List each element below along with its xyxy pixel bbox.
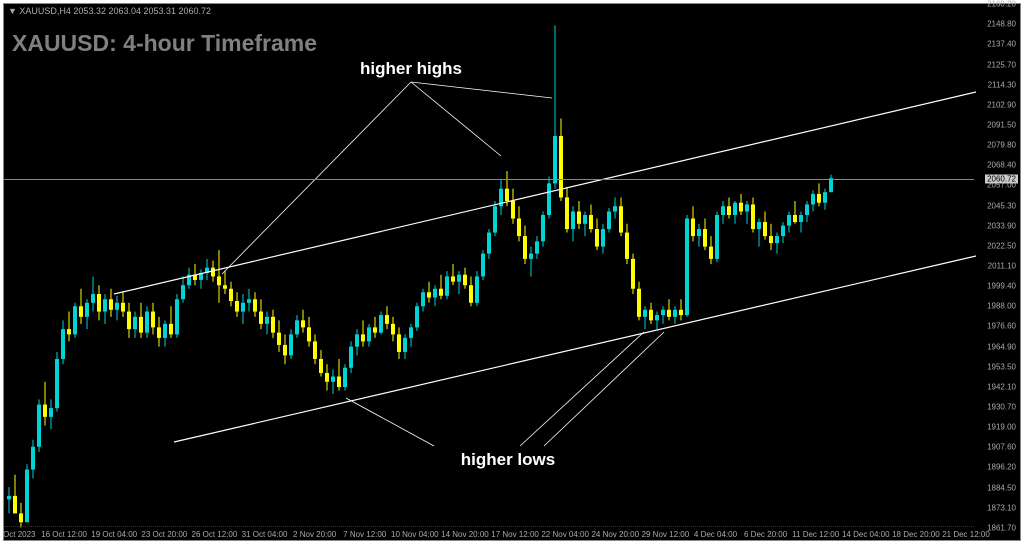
price-tick: 2022.50 [987, 241, 1016, 250]
price-tick: 2160.20 [987, 0, 1016, 9]
time-tick: 10 Nov 04:00 [391, 530, 439, 539]
price-tick: 1873.10 [987, 503, 1016, 512]
price-tick: 2011.10 [988, 261, 1016, 270]
higher-highs-annotation: higher highs [360, 59, 462, 79]
higher-lows-annotation: higher lows [461, 450, 555, 470]
price-tick: 1896.20 [987, 463, 1016, 472]
chart-container: ▼ XAUUSD,H4 2053.32 2063.04 2053.31 2060… [3, 3, 1021, 541]
price-tick: 1964.90 [987, 342, 1016, 351]
price-tick: 2079.80 [987, 141, 1016, 150]
time-tick: 2 Nov 20:00 [293, 530, 336, 539]
price-tick: 1930.70 [987, 402, 1016, 411]
price-tick: 2068.40 [987, 161, 1016, 170]
plot-area[interactable]: higher highs higher lows [4, 4, 974, 526]
price-tick: 2091.50 [987, 120, 1016, 129]
current-price-line [4, 179, 974, 180]
time-tick: 11 Oct 2023 [0, 530, 36, 539]
price-tick: 1884.50 [987, 483, 1016, 492]
price-tick: 2125.70 [987, 60, 1016, 69]
time-tick: 24 Nov 20:00 [591, 530, 639, 539]
price-tick: 1999.40 [987, 282, 1016, 291]
time-tick: 19 Oct 04:00 [91, 530, 137, 539]
price-tick: 2148.80 [987, 20, 1016, 29]
time-tick: 14 Dec 04:00 [842, 530, 890, 539]
price-tick: 1861.70 [987, 524, 1016, 533]
time-tick: 16 Oct 12:00 [41, 530, 87, 539]
time-tick: 14 Nov 20:00 [441, 530, 489, 539]
current-price-badge: 2060.72 [985, 174, 1018, 183]
time-tick: 18 Dec 20:00 [892, 530, 940, 539]
time-tick: 11 Dec 12:00 [792, 530, 839, 539]
price-tick: 1988.00 [987, 302, 1016, 311]
time-tick: 23 Oct 20:00 [141, 530, 187, 539]
price-tick: 2114.30 [988, 80, 1016, 89]
price-axis: 2160.202148.802137.402125.702114.302102.… [976, 4, 1018, 526]
price-tick: 1953.50 [987, 362, 1016, 371]
time-tick: 21 Dec 12:00 [942, 530, 990, 539]
time-tick: 31 Oct 04:00 [242, 530, 288, 539]
time-tick: 29 Nov 12:00 [642, 530, 690, 539]
price-tick: 2102.90 [987, 100, 1016, 109]
time-tick: 22 Nov 04:00 [541, 530, 589, 539]
price-tick: 1907.60 [987, 443, 1016, 452]
price-tick: 1942.10 [987, 382, 1016, 391]
price-tick: 2045.30 [987, 201, 1016, 210]
price-tick: 1976.60 [987, 322, 1016, 331]
price-tick: 2137.40 [987, 40, 1016, 49]
time-tick: 6 Dec 20:00 [744, 530, 787, 539]
price-tick: 2033.90 [987, 221, 1016, 230]
time-axis: 11 Oct 202316 Oct 12:0019 Oct 04:0023 Oc… [4, 526, 974, 540]
time-tick: 7 Nov 12:00 [343, 530, 386, 539]
time-tick: 4 Dec 04:00 [694, 530, 737, 539]
time-tick: 26 Oct 12:00 [192, 530, 238, 539]
time-tick: 17 Nov 12:00 [491, 530, 539, 539]
price-tick: 1919.00 [987, 423, 1016, 432]
